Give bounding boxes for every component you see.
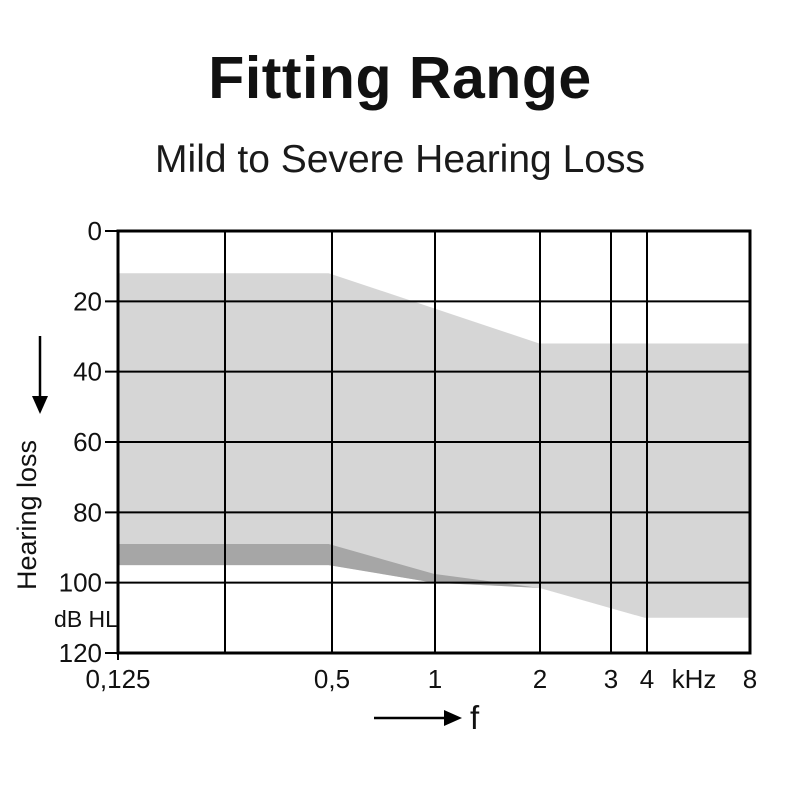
y-tick-label: 120: [59, 638, 102, 668]
y-tick-label: 100: [59, 568, 102, 598]
x-tick-label: 8: [743, 664, 757, 694]
y-tick-label: 80: [73, 497, 102, 527]
x-tick-label: 3: [604, 664, 618, 694]
y-tick-label: 20: [73, 286, 102, 316]
region-severe-overlap-band: [118, 544, 540, 588]
x-tick-label: 2: [533, 664, 547, 694]
y-tick-label: 0: [88, 216, 102, 246]
x-axis-title: f: [470, 699, 480, 736]
x-tick-label: 4: [640, 664, 654, 694]
chart-subtitle: Mild to Severe Hearing Loss: [155, 138, 645, 181]
x-axis-unit-label: kHz: [672, 664, 717, 694]
plot-border: [116, 229, 752, 655]
chart-title: Fitting Range: [208, 45, 592, 111]
x-tick-label: 0,5: [314, 664, 350, 694]
frequency-arrowhead-icon: [444, 710, 462, 726]
x-tick-label: 1: [428, 664, 442, 694]
y-tick-label: 40: [73, 357, 102, 387]
x-tick-label: 0,125: [85, 664, 150, 694]
y-tick-label: 60: [73, 427, 102, 457]
y-axis-unit-label: dB HL: [54, 606, 118, 632]
hearing-loss-arrowhead-icon: [32, 396, 48, 414]
y-axis-title: Hearing loss: [12, 440, 42, 590]
